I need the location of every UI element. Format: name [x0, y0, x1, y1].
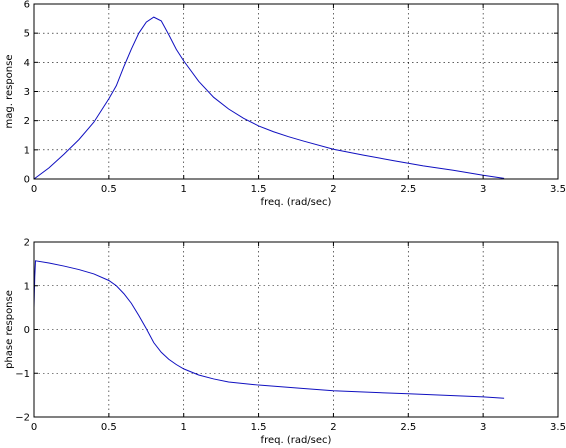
chart-1: 0 0.5 1 1.5 2 2.5 3 3.5 0 1 2 3 4 5 6 freq. (rad/sec) ma… [4, 0, 566, 208]
chart-1-x-tick-label: 1 [181, 184, 187, 195]
chart-2-x-tick-label: 3 [480, 422, 486, 433]
chart-2-x-tick-label: 2 [330, 422, 336, 433]
chart-1-y-tick-label: 5 [24, 29, 30, 40]
chart-1-x-tick-label: 0 [31, 184, 37, 195]
chart-2-x-tick-label: 1.5 [251, 422, 267, 433]
chart-1-x-tick-label: 0.5 [101, 184, 117, 195]
chart-2-series-line [33, 260, 505, 399]
chart-1-y-axis-label: mag. response [4, 55, 15, 129]
chart-2-x-tick-label: 0 [31, 422, 37, 433]
chart-1-x-axis-label: freq. (rad/sec) [261, 197, 332, 208]
chart-1-y-tick-label: 1 [24, 145, 30, 156]
chart-2-x-tick-label: 0.5 [101, 422, 117, 433]
chart-2-y-axis-label: phase response [4, 290, 15, 369]
chart-2-y-tick-label: 1 [24, 281, 30, 292]
chart-1-y-tick-label: 3 [24, 87, 30, 98]
chart-2-y-tick-label: −1 [15, 369, 30, 380]
chart-2-x-tick-label: 1 [181, 422, 187, 433]
chart-1-x-tick-label: 3 [480, 184, 486, 195]
chart-2-y-tick-label: 0 [24, 325, 30, 336]
chart-2-x-tick-label: 2.5 [400, 422, 416, 433]
chart-1-y-tick-label: 2 [24, 116, 30, 127]
chart-1-x-tick-label: 3.5 [550, 184, 566, 195]
chart-1-series-line [33, 16, 505, 180]
chart-2-x-tick-label: 3.5 [550, 422, 566, 433]
chart-1-x-tick-label: 2.5 [400, 184, 416, 195]
chart-2-y-tick-label: 2 [24, 238, 30, 249]
chart-2-y-tick-label: −2 [15, 413, 30, 424]
chart-1-x-tick-label: 1.5 [251, 184, 267, 195]
chart-1-y-tick-label: 0 [24, 175, 30, 186]
chart-1-x-tick-label: 2 [330, 184, 336, 195]
chart-1-y-tick-label: 6 [24, 0, 30, 11]
chart-2: 0 0.5 1 1.5 2 2.5 3 3.5 −2 −1 0 1 2 freq. (rad/sec) ph… [4, 238, 566, 447]
chart-2-x-axis-label: freq. (rad/sec) [261, 435, 332, 446]
chart-1-y-tick-label: 4 [24, 58, 30, 69]
